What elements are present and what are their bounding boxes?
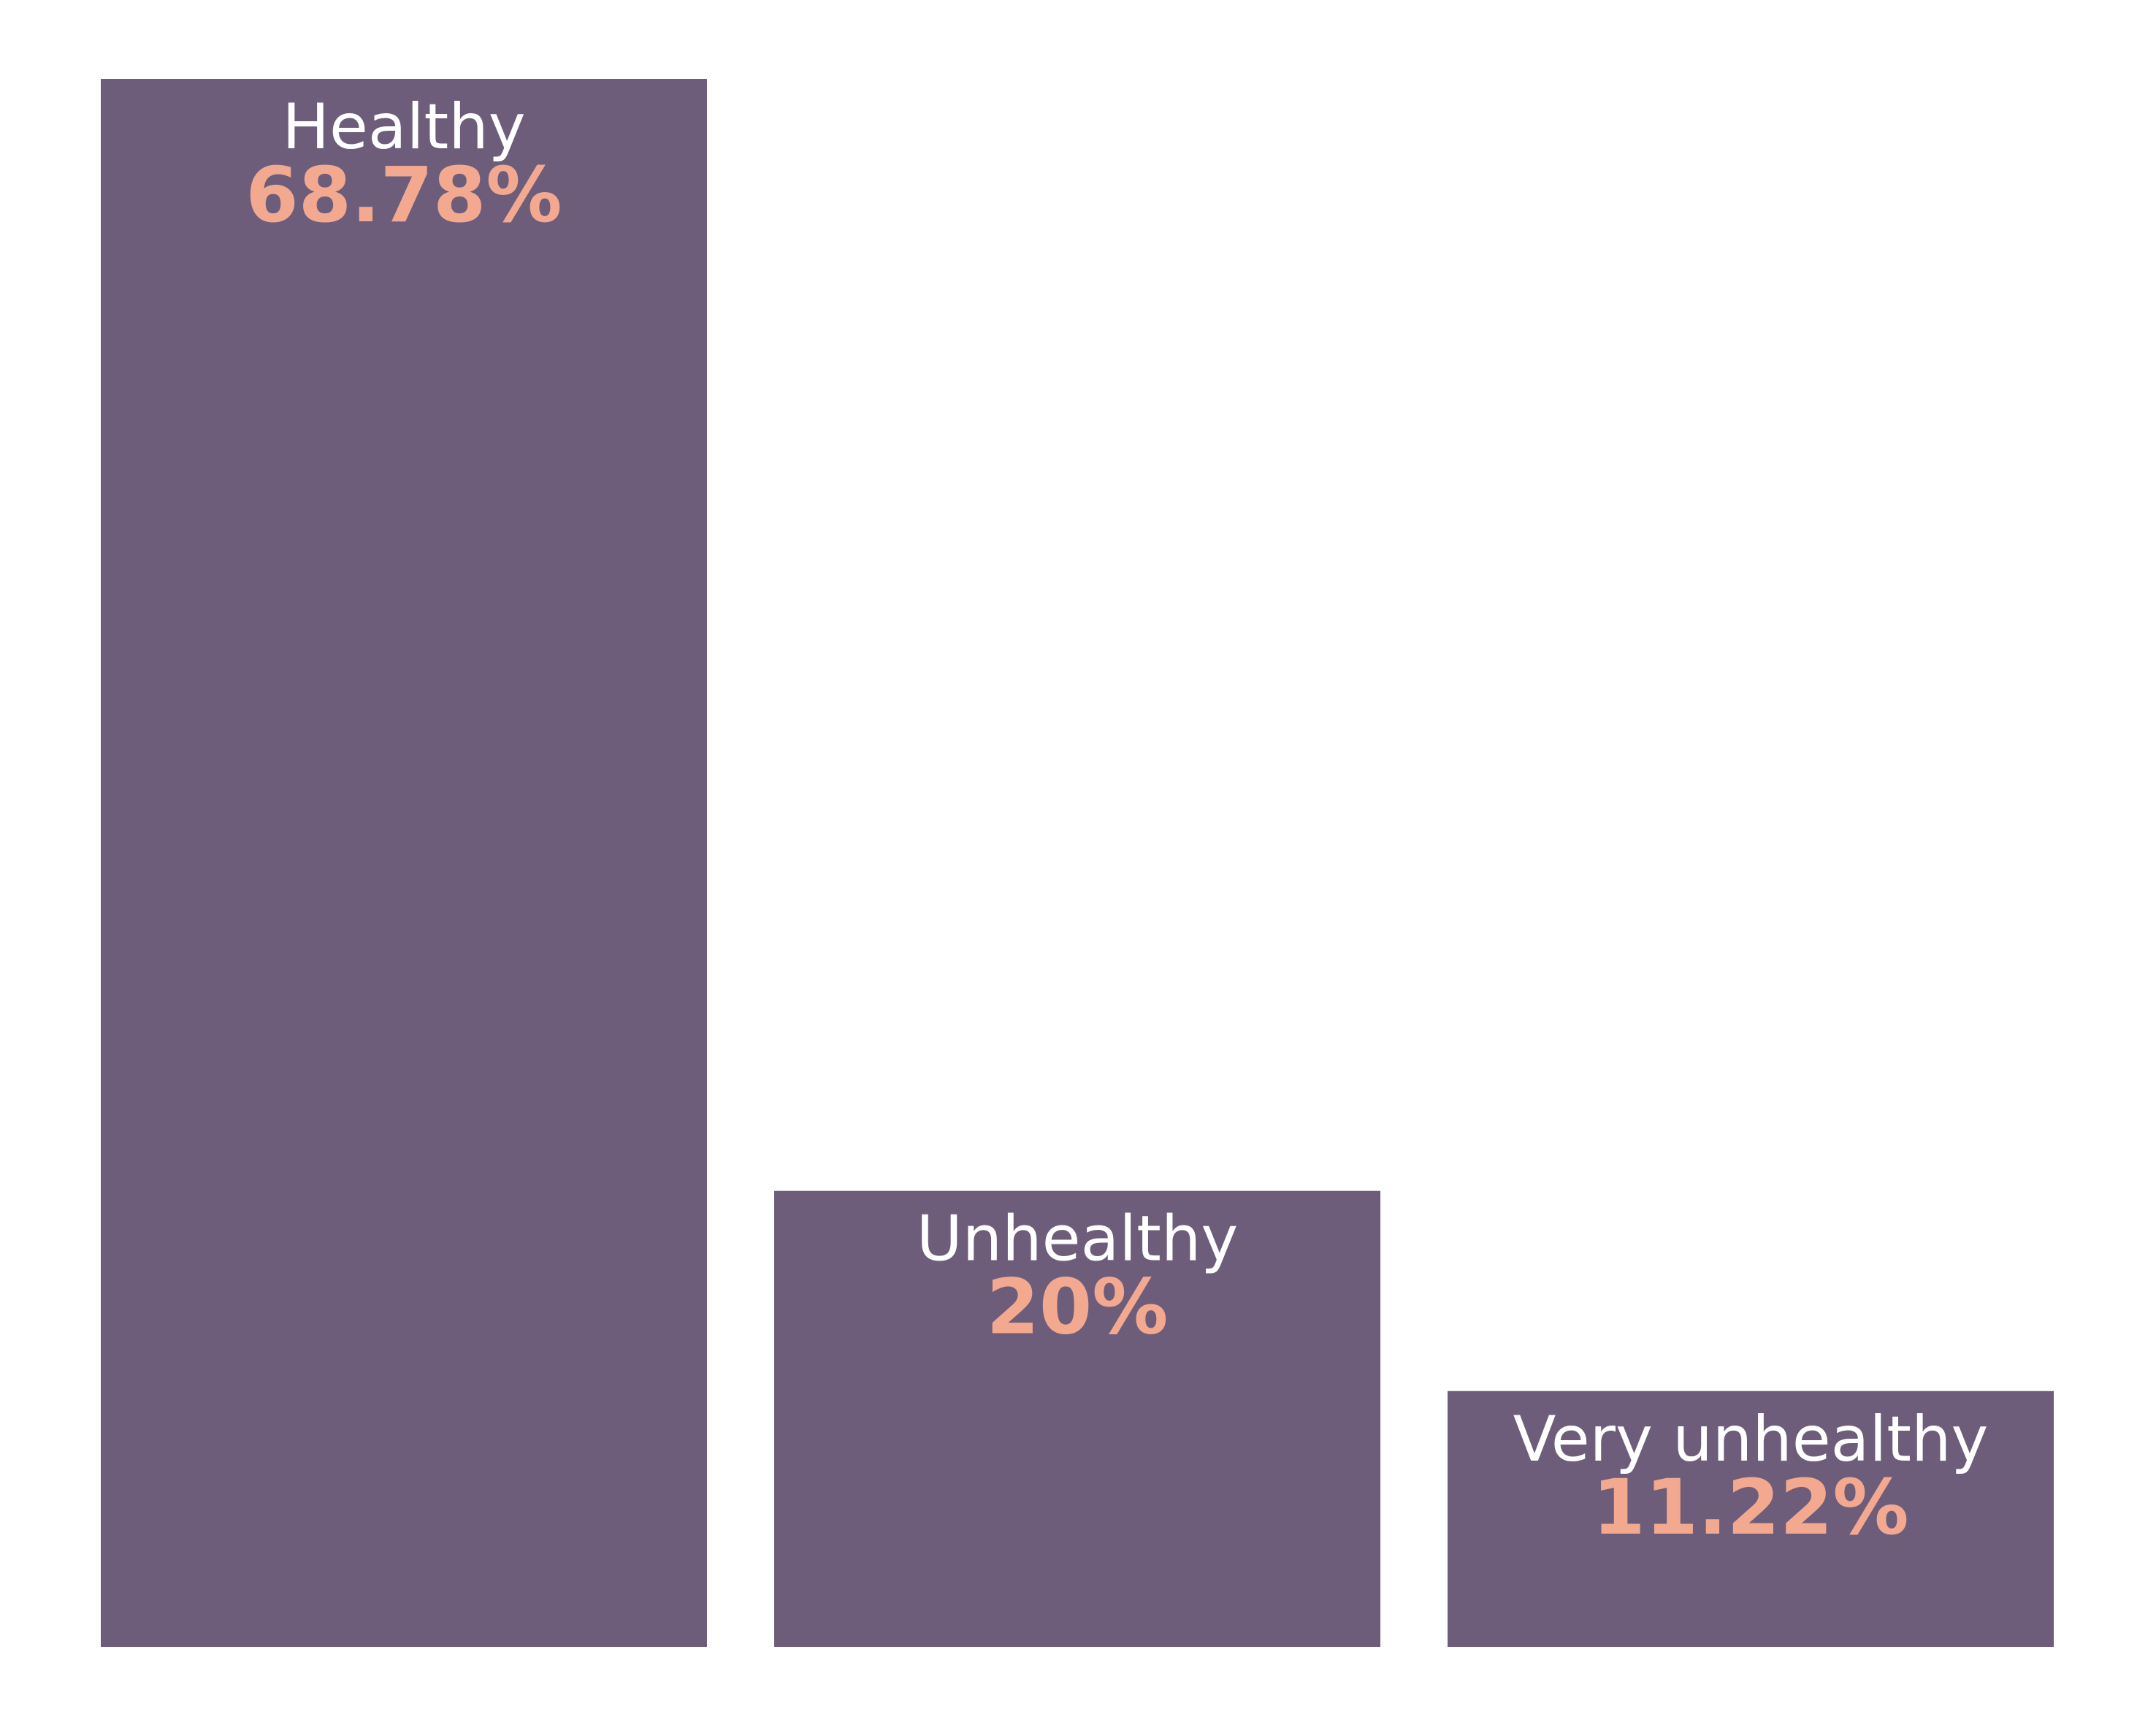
- value-label-healthy: 68.78%: [245, 150, 562, 240]
- category-label-unhealthy: Unhealthy: [917, 1203, 1239, 1276]
- value-label-unhealthy: 20%: [987, 1263, 1169, 1352]
- bar-unhealthy: [774, 1190, 1380, 1647]
- value-label-very-unhealthy: 11.22%: [1592, 1463, 1908, 1552]
- bar-healthy: [101, 79, 707, 1647]
- bar-very-unhealthy: [1448, 1391, 2054, 1647]
- category-label-very-unhealthy: Very unhealthy: [1513, 1403, 1989, 1476]
- bars-group: [101, 79, 2054, 1647]
- category-label-healthy: Healthy: [282, 91, 525, 164]
